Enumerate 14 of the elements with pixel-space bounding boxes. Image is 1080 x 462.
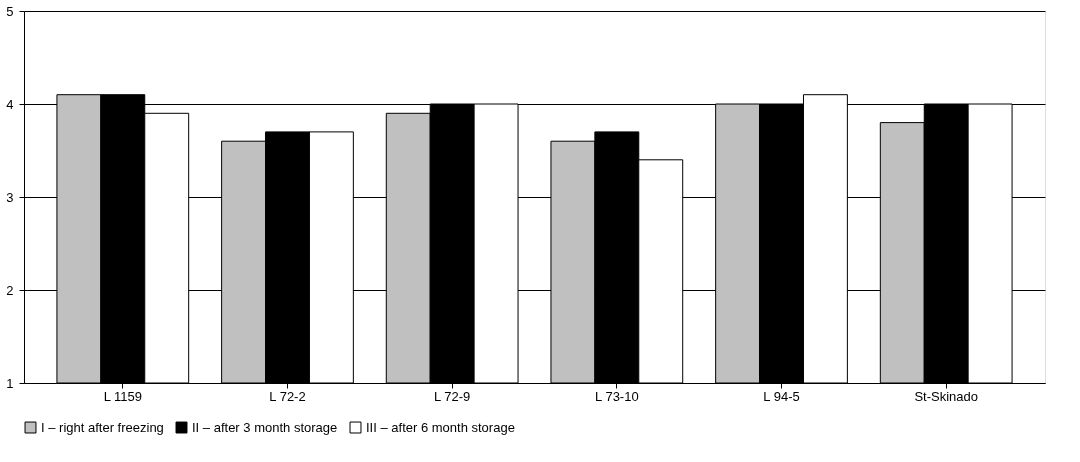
y-tick-label: 3 bbox=[6, 189, 14, 205]
y-tick-label: 2 bbox=[6, 282, 14, 298]
x-tick-label: L 72-9 bbox=[433, 388, 471, 404]
legend-label: III – after 6 month storage bbox=[366, 419, 515, 435]
x-tick-label: L 94-5 bbox=[763, 388, 800, 404]
y-tick-label: 4 bbox=[6, 96, 14, 112]
x-tick-label: L 1159 bbox=[103, 388, 142, 404]
x-tick-label: L 72-2 bbox=[269, 388, 306, 404]
legend-label: II – after 3 month storage bbox=[192, 419, 338, 435]
legend-label: I – right after freezing bbox=[41, 419, 164, 435]
y-tick-label: 5 bbox=[6, 3, 14, 19]
y-tick-label: 1 bbox=[6, 375, 14, 391]
x-tick-label: St-Skinado bbox=[914, 388, 978, 404]
x-tick-label: L 73-10 bbox=[595, 388, 639, 404]
